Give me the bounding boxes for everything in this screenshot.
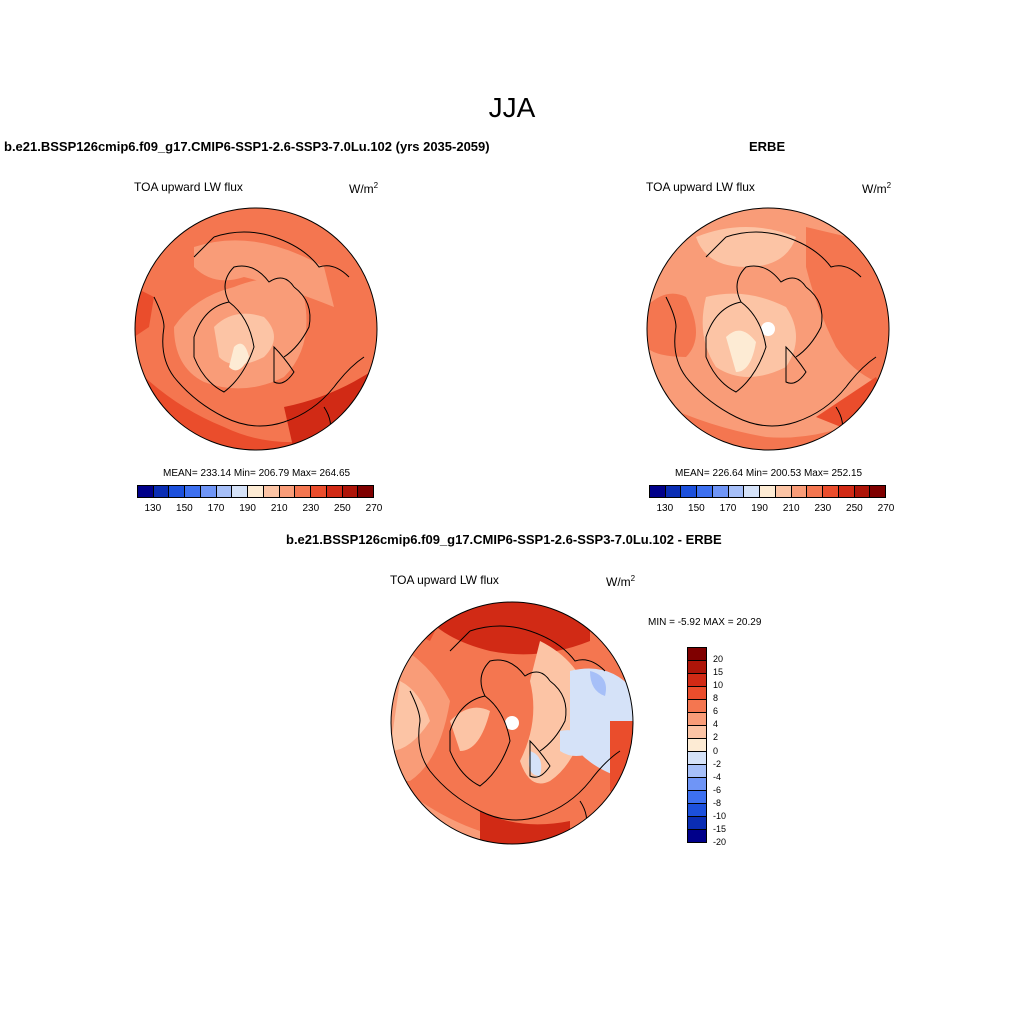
figure-title: JJA xyxy=(488,92,536,123)
right-units-label: W/m2 xyxy=(862,181,892,196)
diff-colorbar-tick: 4 xyxy=(713,719,719,730)
right-colorbar-segment xyxy=(791,486,808,497)
left-colorbar-tick: 170 xyxy=(207,503,225,514)
diff-colorbar-tick: 20 xyxy=(713,654,724,665)
diff-colorbar xyxy=(687,647,707,843)
diff-colorbar-segment xyxy=(688,700,706,713)
right-colorbar-tick: 130 xyxy=(656,503,674,514)
right-colorbar-tick: 250 xyxy=(846,503,863,514)
right-variable-label: TOA upward LW flux xyxy=(646,180,755,194)
diff-colorbar-tick: -10 xyxy=(713,810,727,821)
diff-colorbar-segment xyxy=(688,804,706,817)
left-colorbar-tick: 130 xyxy=(144,503,162,514)
right-stats: MEAN= 226.64 Min= 200.53 Max= 252.15 xyxy=(675,468,863,479)
right-colorbar-tick: 170 xyxy=(719,503,737,514)
diff-colorbar-tick: 6 xyxy=(713,706,719,717)
left-variable-label: TOA upward LW flux xyxy=(134,180,243,194)
diff-colorbar-segment xyxy=(688,765,706,778)
right-colorbar-segment xyxy=(760,486,776,497)
right-colorbar-segment xyxy=(650,486,666,497)
diff-colorbar-segment xyxy=(688,739,706,752)
right-colorbar-segment xyxy=(744,486,761,497)
left-colorbar-tick: 230 xyxy=(302,503,320,514)
right-colorbar-tick: 210 xyxy=(782,503,800,514)
left-colorbar-segment xyxy=(248,486,264,497)
difference-polar-map xyxy=(390,601,634,845)
left-colorbar xyxy=(137,485,374,498)
left-colorbar-tick: 250 xyxy=(334,503,351,514)
right-colorbar-tick: 270 xyxy=(877,503,895,514)
diff-colorbar-tick: 10 xyxy=(713,680,724,691)
diff-units-label: W/m2 xyxy=(606,574,636,589)
left-colorbar-tick: 270 xyxy=(365,503,383,514)
diff-colorbar-segment xyxy=(688,830,706,842)
left-colorbar-segment xyxy=(358,486,374,497)
left-colorbar-tick: 210 xyxy=(270,503,288,514)
diff-colorbar-segment xyxy=(688,778,706,791)
right-polar-map xyxy=(646,207,890,451)
right-colorbar-segment xyxy=(681,486,698,497)
right-colorbar-segment xyxy=(712,486,729,497)
diff-colorbar-tick: -2 xyxy=(713,758,722,769)
diff-colorbar-segment xyxy=(688,674,706,687)
right-colorbar xyxy=(649,485,886,498)
left-polar-map xyxy=(134,207,378,451)
right-colorbar-segment xyxy=(728,486,745,497)
right-colorbar-segment xyxy=(838,486,855,497)
obs-case-title: ERBE xyxy=(749,139,786,154)
left-colorbar-segment xyxy=(232,486,249,497)
diff-minmax: MIN = -5.92 MAX = 20.29 xyxy=(648,617,762,628)
diff-colorbar-tick: -6 xyxy=(713,784,722,795)
left-colorbar-segment xyxy=(279,486,296,497)
diff-colorbar-tick: 0 xyxy=(713,745,719,756)
diff-colorbar-segment xyxy=(688,817,706,830)
left-colorbar-tick: 150 xyxy=(176,503,193,514)
left-colorbar-segment xyxy=(263,486,280,497)
diff-colorbar-tick: 8 xyxy=(713,693,719,704)
diff-colorbar-tick: -15 xyxy=(713,823,727,834)
diff-colorbar-segment xyxy=(688,726,706,739)
left-colorbar-segment xyxy=(295,486,312,497)
left-colorbar-segment xyxy=(200,486,217,497)
left-colorbar-segment xyxy=(326,486,343,497)
diff-colorbar-segment xyxy=(688,713,706,726)
diff-colorbar-segment xyxy=(688,791,706,804)
right-colorbar-tick: 150 xyxy=(688,503,705,514)
left-colorbar-segment xyxy=(138,486,154,497)
right-colorbar-tick: 190 xyxy=(751,503,768,514)
left-colorbar-tick: 190 xyxy=(239,503,256,514)
left-colorbar-segment xyxy=(185,486,201,497)
diff-colorbar-tick: -8 xyxy=(713,797,722,808)
diff-colorbar-tick: 2 xyxy=(713,732,719,743)
model-case-title: b.e21.BSSP126cmip6.f09_g17.CMIP6-SSP1-2.… xyxy=(4,139,490,154)
right-colorbar-segment xyxy=(823,486,839,497)
right-colorbar-segment xyxy=(665,486,682,497)
right-colorbar-segment xyxy=(807,486,824,497)
diff-colorbar-segment xyxy=(688,661,706,674)
diff-colorbar-segment xyxy=(688,752,706,765)
right-colorbar-segment xyxy=(854,486,871,497)
left-colorbar-segment xyxy=(216,486,233,497)
diff-colorbar-segment xyxy=(688,648,706,661)
right-colorbar-tick: 230 xyxy=(814,503,832,514)
right-colorbar-segment xyxy=(775,486,792,497)
left-colorbar-segment xyxy=(169,486,186,497)
diff-colorbar-tick: -4 xyxy=(713,771,722,782)
left-colorbar-segment xyxy=(311,486,327,497)
left-stats: MEAN= 233.14 Min= 206.79 Max= 264.65 xyxy=(163,468,351,479)
left-colorbar-segment xyxy=(342,486,359,497)
diff-colorbar-tick: -20 xyxy=(713,837,727,847)
difference-case-title: b.e21.BSSP126cmip6.f09_g17.CMIP6-SSP1-2.… xyxy=(286,532,722,547)
right-colorbar-segment xyxy=(870,486,886,497)
diff-colorbar-segment xyxy=(688,687,706,700)
left-units-label: W/m2 xyxy=(349,181,379,196)
right-colorbar-segment xyxy=(697,486,713,497)
left-colorbar-segment xyxy=(153,486,170,497)
diff-variable-label: TOA upward LW flux xyxy=(390,573,499,587)
diff-colorbar-tick: 15 xyxy=(713,667,724,678)
